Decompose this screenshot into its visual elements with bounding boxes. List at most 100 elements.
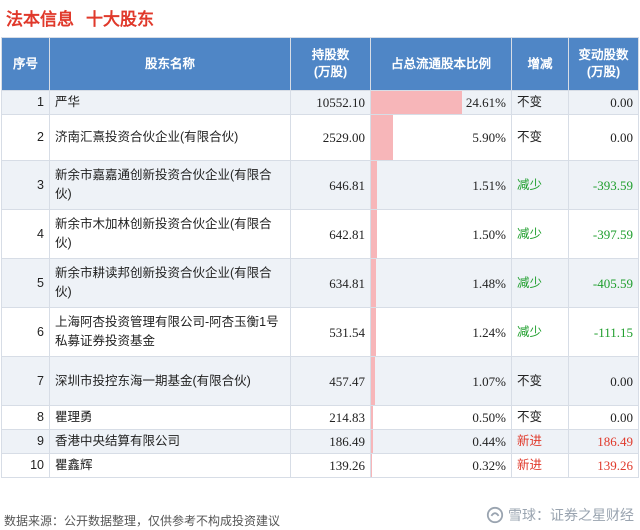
brand-watermark: 雪球：证券之星财经 — [486, 505, 634, 525]
ratio-bar — [371, 91, 462, 114]
col-header-name: 股东名称 — [49, 37, 291, 91]
cell-delta: 0.00 — [568, 356, 639, 406]
cell-delta: -393.59 — [568, 160, 639, 210]
cell-shares: 457.47 — [290, 356, 371, 406]
cell-rank: 8 — [1, 405, 50, 430]
ratio-bar — [371, 308, 376, 356]
cell-holder-name: 深圳市投控东海一期基金(有限合伙) — [49, 356, 291, 406]
ratio-value: 1.51% — [472, 177, 506, 193]
ratio-value: 0.44% — [472, 434, 506, 449]
cell-shares: 642.81 — [290, 209, 371, 259]
cell-rank: 6 — [1, 307, 50, 357]
table-row: 10 瞿鑫辉 139.26 0.32% 新进 139.26 — [1, 453, 639, 478]
cell-holder-name: 济南汇熹投资合伙企业(有限合伙) — [49, 114, 291, 161]
brand-text: 雪球：证券之星财经 — [508, 507, 634, 523]
ratio-value: 1.50% — [472, 226, 506, 242]
cell-change: 不变 — [511, 405, 569, 430]
table-row: 3 新余市嘉嘉通创新投资合伙企业(有限合伙) 646.81 1.51% 减少 -393.5… — [1, 160, 639, 210]
table-row: 5 新余市耕读邦创新投资合伙企业(有限合伙) 634.81 1.48% 减少 -405.5… — [1, 258, 639, 308]
cell-rank: 3 — [1, 160, 50, 210]
cell-delta: 0.00 — [568, 405, 639, 430]
cell-change: 减少 — [511, 258, 569, 308]
ratio-bar — [371, 454, 373, 477]
table-row: 2 济南汇熹投资合伙企业(有限合伙) 2529.00 5.90% 不变 0.00 — [1, 114, 639, 161]
table-header-row: 序号 股东名称 持股数 (万股) 占总流通股本比例 增减 变动股数 (万股) — [1, 37, 639, 91]
ratio-value: 0.50% — [472, 410, 506, 425]
ratio-bar — [371, 259, 377, 307]
cell-delta: -397.59 — [568, 209, 639, 259]
cell-delta: 0.00 — [568, 90, 639, 115]
ratio-bar — [371, 115, 393, 160]
cell-ratio: 0.44% — [370, 429, 512, 454]
cell-delta: -111.15 — [568, 307, 639, 357]
ratio-bar — [371, 357, 375, 405]
table-row: 7 深圳市投控东海一期基金(有限合伙) 457.47 1.07% 不变 0.00 — [1, 356, 639, 406]
cell-rank: 10 — [1, 453, 50, 478]
cell-delta: 186.49 — [568, 429, 639, 454]
page-subtitle: 十大股东 — [86, 9, 154, 29]
cell-ratio: 1.24% — [370, 307, 512, 357]
cell-ratio: 24.61% — [370, 90, 512, 115]
cell-delta: 139.26 — [568, 453, 639, 478]
cell-holder-name: 新余市木加林创新投资合伙企业(有限合伙) — [49, 209, 291, 259]
cell-rank: 9 — [1, 429, 50, 454]
cell-shares: 214.83 — [290, 405, 371, 430]
cell-shares: 10552.10 — [290, 90, 371, 115]
cell-ratio: 5.90% — [370, 114, 512, 161]
cell-holder-name: 瞿理勇 — [49, 405, 291, 430]
title-bar: 法本信息 十大股东 — [6, 3, 154, 31]
cell-ratio: 1.07% — [370, 356, 512, 406]
col-header-change: 增减 — [511, 37, 569, 91]
ratio-bar — [371, 161, 377, 209]
cell-change: 新进 — [511, 429, 569, 454]
ratio-value: 5.90% — [472, 130, 506, 145]
col-header-delta: 变动股数 (万股) — [568, 37, 639, 91]
cell-holder-name: 瞿鑫辉 — [49, 453, 291, 478]
cell-rank: 1 — [1, 90, 50, 115]
cell-rank: 5 — [1, 258, 50, 308]
table-row: 9 香港中央结算有限公司 186.49 0.44% 新进 186.49 — [1, 429, 639, 454]
cell-shares: 186.49 — [290, 429, 371, 454]
ratio-value: 0.32% — [472, 458, 506, 473]
cell-holder-name: 香港中央结算有限公司 — [49, 429, 291, 454]
cell-rank: 7 — [1, 356, 50, 406]
data-source-note: 数据来源：公开数据整理，仅供参考不构成投资建议 — [4, 514, 281, 528]
cell-shares: 2529.00 — [290, 114, 371, 161]
col-header-rank: 序号 — [1, 37, 50, 91]
cell-delta: 0.00 — [568, 114, 639, 161]
table-row: 1 严华 10552.10 24.61% 不变 0.00 — [1, 90, 639, 115]
cell-ratio: 1.48% — [370, 258, 512, 308]
table-row: 6 上海阿杏投资管理有限公司-阿杏玉衡1号私募证券投资基金 531.54 1.24% 减… — [1, 307, 639, 357]
cell-shares: 139.26 — [290, 453, 371, 478]
cell-change: 减少 — [511, 160, 569, 210]
ratio-value: 1.48% — [472, 275, 506, 291]
ratio-bar — [371, 210, 377, 258]
cell-change: 不变 — [511, 114, 569, 161]
cell-ratio: 0.50% — [370, 405, 512, 430]
ratio-bar — [371, 430, 373, 453]
cell-holder-name: 新余市耕读邦创新投资合伙企业(有限合伙) — [49, 258, 291, 308]
cell-ratio: 0.32% — [370, 453, 512, 478]
cell-change: 新进 — [511, 453, 569, 478]
top-shareholders-table: 序号 股东名称 持股数 (万股) 占总流通股本比例 增减 变动股数 (万股) 1 严华… — [1, 37, 639, 478]
cell-holder-name: 新余市嘉嘉通创新投资合伙企业(有限合伙) — [49, 160, 291, 210]
cell-ratio: 1.51% — [370, 160, 512, 210]
cell-rank: 2 — [1, 114, 50, 161]
cell-change: 减少 — [511, 209, 569, 259]
ratio-bar — [371, 406, 373, 429]
snowball-icon — [486, 506, 504, 524]
cell-change: 不变 — [511, 356, 569, 406]
col-header-ratio: 占总流通股本比例 — [370, 37, 512, 91]
table-row: 4 新余市木加林创新投资合伙企业(有限合伙) 642.81 1.50% 减少 -397.5… — [1, 209, 639, 259]
cell-shares: 646.81 — [290, 160, 371, 210]
cell-change: 减少 — [511, 307, 569, 357]
cell-holder-name: 上海阿杏投资管理有限公司-阿杏玉衡1号私募证券投资基金 — [49, 307, 291, 357]
col-header-shares: 持股数 (万股) — [290, 37, 371, 91]
cell-ratio: 1.50% — [370, 209, 512, 259]
cell-change: 不变 — [511, 90, 569, 115]
ratio-value: 1.07% — [472, 373, 506, 389]
cell-shares: 634.81 — [290, 258, 371, 308]
cell-holder-name: 严华 — [49, 90, 291, 115]
ratio-value: 1.24% — [472, 324, 506, 340]
cell-delta: -405.59 — [568, 258, 639, 308]
